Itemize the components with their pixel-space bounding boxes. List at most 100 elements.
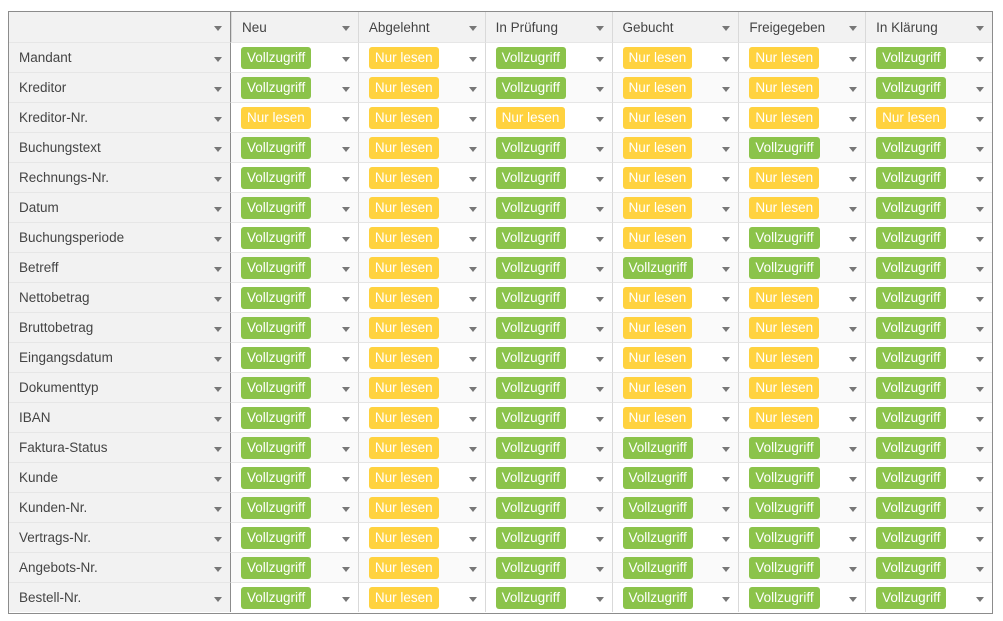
permission-badge[interactable]: Vollzugriff	[241, 436, 312, 459]
chevron-down-icon[interactable]	[214, 176, 222, 182]
permission-cell[interactable]: Vollzugriff	[611, 462, 739, 492]
permission-cell[interactable]: Vollzugriff	[231, 312, 358, 342]
chevron-down-icon[interactable]	[468, 266, 477, 272]
permission-cell[interactable]: Nur lesen	[357, 462, 485, 492]
permission-cell[interactable]: Nur lesen	[611, 312, 739, 342]
chevron-down-icon[interactable]	[214, 506, 222, 512]
permission-cell[interactable]: Nur lesen	[357, 282, 485, 312]
field-row-header[interactable]: Kunden-Nr.	[9, 492, 231, 522]
chevron-down-icon[interactable]	[468, 506, 477, 512]
permission-badge[interactable]: Vollzugriff	[622, 466, 693, 489]
permission-badge[interactable]: Vollzugriff	[876, 196, 947, 219]
permission-badge[interactable]: Nur lesen	[749, 346, 820, 369]
permission-badge[interactable]: Nur lesen	[749, 406, 820, 429]
permission-badge[interactable]: Vollzugriff	[495, 406, 566, 429]
chevron-down-icon[interactable]	[722, 446, 731, 452]
permission-badge[interactable]: Vollzugriff	[876, 226, 947, 249]
permission-badge[interactable]: Vollzugriff	[241, 166, 312, 189]
permission-badge[interactable]: Vollzugriff	[876, 286, 947, 309]
permission-cell[interactable]: Vollzugriff	[865, 432, 992, 462]
permission-cell[interactable]: Vollzugriff	[611, 492, 739, 522]
permission-cell[interactable]: Nur lesen	[357, 132, 485, 162]
chevron-down-icon[interactable]	[468, 26, 477, 31]
chevron-down-icon[interactable]	[595, 536, 604, 542]
permission-badge[interactable]: Vollzugriff	[241, 136, 312, 159]
chevron-down-icon[interactable]	[214, 596, 222, 602]
permission-cell[interactable]: Nur lesen	[738, 72, 866, 102]
field-row-header[interactable]: Buchungsperiode	[9, 222, 231, 252]
permission-cell[interactable]: Vollzugriff	[484, 192, 612, 222]
permission-cell[interactable]: Nur lesen	[357, 312, 485, 342]
permission-cell[interactable]: Vollzugriff	[484, 222, 612, 252]
chevron-down-icon[interactable]	[595, 566, 604, 572]
permission-cell[interactable]: Vollzugriff	[484, 432, 612, 462]
permission-badge[interactable]: Vollzugriff	[622, 496, 693, 519]
permission-badge[interactable]: Vollzugriff	[241, 226, 312, 249]
chevron-down-icon[interactable]	[722, 56, 731, 62]
chevron-down-icon[interactable]	[595, 116, 604, 122]
permission-cell[interactable]: Vollzugriff	[738, 132, 866, 162]
chevron-down-icon[interactable]	[468, 116, 477, 122]
chevron-down-icon[interactable]	[849, 446, 858, 452]
permission-cell[interactable]: Vollzugriff	[738, 522, 866, 552]
field-row-header[interactable]: Nettobetrag	[9, 282, 231, 312]
permission-cell[interactable]: Vollzugriff	[484, 462, 612, 492]
chevron-down-icon[interactable]	[976, 86, 984, 92]
permission-cell[interactable]: Nur lesen	[357, 72, 485, 102]
chevron-down-icon[interactable]	[976, 116, 984, 122]
chevron-down-icon[interactable]	[976, 236, 984, 242]
permission-cell[interactable]: Vollzugriff	[231, 192, 358, 222]
permission-badge[interactable]: Vollzugriff	[876, 256, 947, 279]
chevron-down-icon[interactable]	[341, 596, 350, 602]
chevron-down-icon[interactable]	[468, 536, 477, 542]
chevron-down-icon[interactable]	[341, 446, 350, 452]
permission-badge[interactable]: Vollzugriff	[876, 436, 947, 459]
chevron-down-icon[interactable]	[341, 536, 350, 542]
chevron-down-icon[interactable]	[849, 416, 858, 422]
chevron-down-icon[interactable]	[849, 146, 858, 152]
chevron-down-icon[interactable]	[722, 476, 731, 482]
permission-badge[interactable]: Nur lesen	[622, 376, 693, 399]
chevron-down-icon[interactable]	[849, 206, 858, 212]
chevron-down-icon[interactable]	[214, 536, 222, 542]
chevron-down-icon[interactable]	[341, 476, 350, 482]
permission-badge[interactable]: Vollzugriff	[749, 496, 820, 519]
chevron-down-icon[interactable]	[722, 326, 731, 332]
chevron-down-icon[interactable]	[595, 416, 604, 422]
permission-badge[interactable]: Vollzugriff	[241, 256, 312, 279]
chevron-down-icon[interactable]	[849, 326, 858, 332]
permission-badge[interactable]: Vollzugriff	[495, 226, 566, 249]
permission-cell[interactable]: Nur lesen	[357, 192, 485, 222]
permission-badge[interactable]: Nur lesen	[622, 226, 693, 249]
chevron-down-icon[interactable]	[976, 26, 984, 31]
permission-cell[interactable]: Nur lesen	[357, 492, 485, 522]
chevron-down-icon[interactable]	[341, 266, 350, 272]
column-header[interactable]: Freigegeben	[738, 12, 866, 42]
permission-badge[interactable]: Vollzugriff	[876, 526, 947, 549]
permission-badge[interactable]: Nur lesen	[749, 376, 820, 399]
chevron-down-icon[interactable]	[595, 86, 604, 92]
permission-cell[interactable]: Vollzugriff	[865, 372, 992, 402]
chevron-down-icon[interactable]	[849, 56, 858, 62]
chevron-down-icon[interactable]	[214, 566, 222, 572]
chevron-down-icon[interactable]	[341, 26, 350, 31]
permission-cell[interactable]: Vollzugriff	[231, 162, 358, 192]
chevron-down-icon[interactable]	[976, 206, 984, 212]
permission-cell[interactable]: Nur lesen	[357, 222, 485, 252]
permission-badge[interactable]: Nur lesen	[749, 76, 820, 99]
permission-badge[interactable]: Nur lesen	[368, 76, 439, 99]
column-header[interactable]: In Klärung	[865, 12, 992, 42]
permission-badge[interactable]: Vollzugriff	[876, 406, 947, 429]
permission-badge[interactable]: Nur lesen	[368, 496, 439, 519]
permission-cell[interactable]: Nur lesen	[611, 132, 739, 162]
permission-cell[interactable]: Vollzugriff	[865, 162, 992, 192]
permission-cell[interactable]: Vollzugriff	[231, 492, 358, 522]
permission-cell[interactable]: Vollzugriff	[231, 72, 358, 102]
permission-cell[interactable]: Vollzugriff	[484, 342, 612, 372]
permission-badge[interactable]: Nur lesen	[622, 76, 693, 99]
permission-badge[interactable]: Vollzugriff	[241, 46, 312, 69]
field-row-header[interactable]: Eingangsdatum	[9, 342, 231, 372]
field-row-header[interactable]: Rechnungs-Nr.	[9, 162, 231, 192]
chevron-down-icon[interactable]	[722, 176, 731, 182]
permission-cell[interactable]: Nur lesen	[611, 192, 739, 222]
